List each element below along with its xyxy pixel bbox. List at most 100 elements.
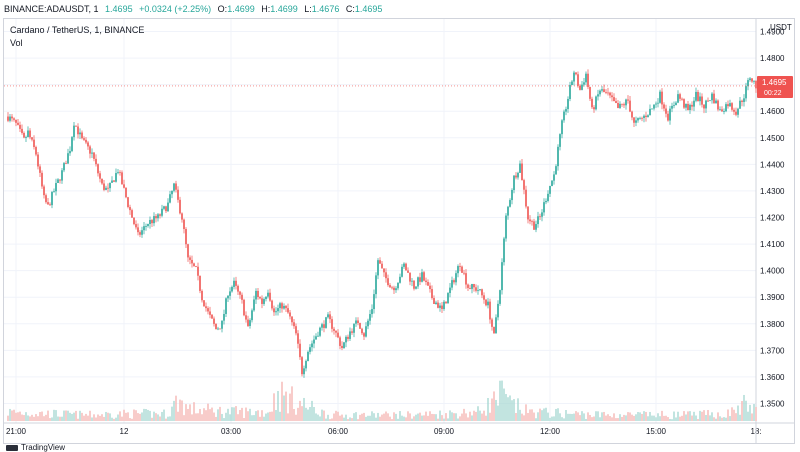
- candle-body: [187, 244, 189, 258]
- volume-bar: [713, 417, 715, 421]
- volume-bar: [115, 417, 117, 421]
- volume-bar: [551, 416, 553, 421]
- volume-bar: [537, 412, 539, 421]
- volume-bar: [101, 414, 103, 421]
- candle-body: [731, 103, 733, 110]
- candle-body: [295, 326, 297, 334]
- volume-bar: [325, 418, 327, 421]
- candle-body: [245, 315, 247, 320]
- volume-bar: [51, 417, 53, 421]
- candle-body: [741, 100, 743, 102]
- volume-bar: [723, 417, 725, 421]
- candle-body: [631, 111, 633, 118]
- y-tick-label: 1.3700: [760, 346, 785, 355]
- volume-bar: [153, 411, 155, 421]
- volume-bar: [479, 410, 481, 421]
- candle-body: [517, 172, 519, 178]
- chart-panel[interactable]: 1.49001.48001.47001.46001.45001.44001.43…: [3, 18, 795, 444]
- candle-body: [71, 137, 73, 152]
- volume-bar: [149, 410, 151, 421]
- candle-body: [657, 102, 659, 104]
- candle-body: [75, 125, 77, 127]
- volume-bar: [491, 398, 493, 421]
- volume-bar: [465, 413, 467, 421]
- candle-body: [709, 100, 711, 102]
- candle-body: [383, 268, 385, 273]
- volume-bar: [447, 418, 449, 421]
- candle-body: [65, 163, 67, 164]
- candle-body: [219, 328, 221, 330]
- chart-title[interactable]: Cardano / TetherUS, 1, BINANCE: [10, 25, 145, 35]
- candle-body: [511, 190, 513, 201]
- candle-body: [373, 294, 375, 310]
- volume-bar: [457, 418, 459, 421]
- volume-indicator-label[interactable]: Vol: [10, 38, 23, 48]
- candle-body: [751, 78, 753, 82]
- candle-body: [183, 219, 185, 230]
- candle-body: [105, 187, 107, 190]
- candle-body: [665, 108, 667, 114]
- candle-body: [321, 324, 323, 328]
- candle-body: [285, 305, 287, 309]
- candle-body: [317, 335, 319, 337]
- candle-body: [73, 125, 75, 138]
- candle-body: [685, 103, 687, 108]
- volume-bar: [299, 400, 301, 421]
- candle-body: [263, 299, 265, 304]
- volume-bar: [635, 414, 637, 421]
- volume-bar: [419, 412, 421, 421]
- candle-body: [735, 111, 737, 115]
- candle-body: [439, 305, 441, 308]
- volume-bar: [657, 413, 659, 421]
- candle-body: [527, 206, 529, 220]
- candle-body: [97, 164, 99, 174]
- candle-body: [307, 351, 309, 361]
- volume-bar: [335, 410, 337, 421]
- volume-bar: [565, 409, 567, 421]
- candle-body: [275, 311, 277, 313]
- volume-bar: [615, 418, 617, 421]
- price-chart[interactable]: 1.49001.48001.47001.46001.45001.44001.43…: [4, 19, 794, 443]
- candle-body: [559, 134, 561, 147]
- candle-body: [169, 194, 171, 203]
- candle-body: [589, 86, 591, 99]
- volume-bar: [121, 416, 123, 421]
- volume-bar: [425, 411, 427, 421]
- candle-body: [571, 81, 573, 86]
- candle-body: [401, 266, 403, 277]
- volume-bar: [275, 410, 277, 421]
- volume-bar: [193, 402, 195, 421]
- tradingview-logo[interactable]: TradingView: [6, 443, 65, 452]
- volume-bar: [533, 412, 535, 421]
- volume-bar: [507, 397, 509, 421]
- candle-body: [491, 319, 493, 327]
- candle-body: [465, 273, 467, 285]
- candle-body: [343, 342, 345, 349]
- candle-body: [677, 94, 679, 103]
- y-tick-label: 1.3800: [760, 320, 785, 329]
- volume-bar: [531, 409, 533, 421]
- volume-bar: [7, 415, 9, 421]
- volume-bar: [167, 416, 169, 421]
- candle-body: [189, 257, 191, 260]
- candle-body: [201, 290, 203, 301]
- candle-body: [651, 108, 653, 110]
- candle-body: [443, 301, 445, 310]
- candle-body: [57, 179, 59, 184]
- candle-body: [207, 308, 209, 312]
- volume-bar: [539, 408, 541, 421]
- candle-body: [509, 200, 511, 207]
- candle-body: [493, 326, 495, 334]
- candle-body: [377, 260, 379, 276]
- candle-body: [107, 187, 109, 189]
- volume-bar: [359, 414, 361, 421]
- candle-body: [395, 288, 397, 291]
- volume-bar: [343, 417, 345, 421]
- candle-body: [703, 104, 705, 109]
- symbol-name[interactable]: BINANCE:ADAUSDT, 1: [4, 4, 99, 14]
- candle-body: [209, 311, 211, 315]
- volume-bar: [609, 416, 611, 421]
- volume-bar: [103, 416, 105, 421]
- y-tick-label: 1.4600: [760, 107, 785, 116]
- volume-bar: [519, 409, 521, 421]
